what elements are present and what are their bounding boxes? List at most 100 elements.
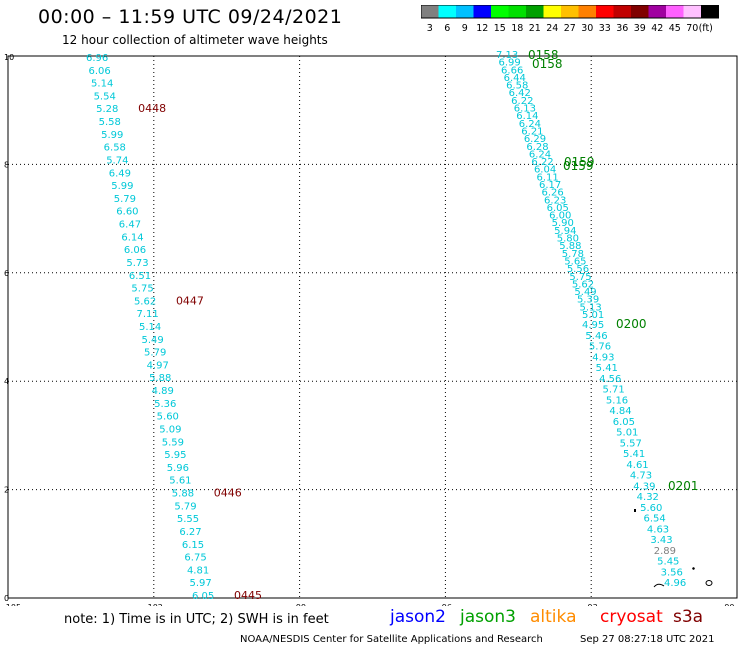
swh-value: 5.55 [177,514,199,525]
legend-label: 42 [651,23,663,34]
swh-value: 6.11 [536,172,558,183]
swh-value: 5.14 [139,322,161,333]
swh-value: 5.13 [579,302,601,313]
legend-label: 33 [599,23,611,34]
swh-value: 5.49 [574,287,596,298]
legend-swatch [526,5,544,18]
swh-value: 4.84 [609,406,631,417]
swh-value: 6.05 [192,591,214,602]
swh-value: 5.16 [606,395,628,406]
pass-time-label: 0159 [564,155,595,169]
swh-value: 6.27 [179,527,201,538]
swh-value: 4.61 [626,460,648,471]
swh-value: 5.88 [149,373,171,384]
plot-frame [7,55,738,599]
pass-time-label: 0448 [138,102,166,115]
swh-value: 5.59 [162,437,184,448]
swh-value: 5.58 [99,117,121,128]
island-outline [634,509,636,512]
swh-value: 6.06 [89,66,111,77]
swh-value: 5.79 [144,348,166,359]
timestamp-text: Sep 27 08:27:18 UTC 2021 [580,634,715,645]
swh-value: 6.14 [516,111,538,122]
legend-label: 12 [476,23,488,34]
swh-value: 6.00 [549,211,571,222]
swh-value: 5.99 [101,130,123,141]
pass-time-label: 0159 [563,159,594,173]
swh-value: 4.63 [647,524,669,535]
pass-time-label: 0445 [234,589,262,602]
swh-value: 4.39 [633,481,655,492]
legend-swatch [613,5,631,18]
legend-label: 3 [427,23,433,34]
swh-value: 6.05 [547,203,569,214]
footer-note: note: 1) Time is in UTC; 2) SWH is in fe… [64,612,329,627]
swh-value: 6.66 [501,65,523,76]
swh-value: 6.28 [526,142,548,153]
y-tick-label: 10 [4,53,14,62]
swh-value: 5.76 [589,342,611,353]
swh-value: 4.89 [152,386,174,397]
x-tick-label: -90 [721,603,734,606]
legend-swatch [561,5,579,18]
legend-label: (ft) [699,23,713,34]
legend-swatch [421,5,439,18]
swh-value: 5.94 [554,226,576,237]
legend-label: 21 [529,23,541,34]
legend-swatch [683,5,701,18]
legend-label: 70 [686,23,698,34]
page-title: 00:00 – 11:59 UTC 09/24/2021 [38,6,343,28]
x-tick-label: -105 [3,603,21,606]
y-tick-label: 8 [4,160,9,169]
swh-value: 5.65 [564,256,586,267]
swh-value: 6.21 [521,126,543,137]
legend-label: 30 [581,23,593,34]
legend-swatch [473,5,491,18]
swh-value: 4.32 [637,492,659,503]
legend-label: 6 [444,23,450,34]
swh-value: 5.78 [562,249,584,260]
swh-value: 6.49 [109,168,131,179]
legend-jason3: jason3 [460,607,516,627]
swh-value: 5.49 [142,335,164,346]
page-subtitle: 12 hour collection of altimeter wave hei… [62,33,328,47]
swh-value: 4.56 [599,374,621,385]
swh-value: 6.26 [542,188,564,199]
swh-value: 5.75 [131,284,153,295]
swh-value: 6.23 [544,195,566,206]
swh-value: 5.62 [572,279,594,290]
swh-value: 5.60 [157,412,179,423]
swh-value: 5.46 [585,331,607,342]
swh-value: 6.29 [524,134,546,145]
swh-value: 5.56 [567,264,589,275]
swh-value: 6.06 [124,245,146,256]
swh-value: 5.74 [106,155,128,166]
swh-value: 5.79 [114,194,136,205]
swh-value: 5.14 [91,79,113,90]
legend-swatch [543,5,561,18]
legend-label: 45 [669,23,681,34]
swh-value: 6.44 [504,73,526,84]
swh-value: 5.36 [154,399,176,410]
pass-time-label: 0158 [532,57,563,71]
swh-value: 6.22 [511,96,533,107]
legend-label: 15 [494,23,506,34]
legend-label: 24 [546,23,558,34]
legend-cryosat: cryosat [600,607,663,627]
swh-value: 5.73 [126,258,148,269]
legend-swatch [578,5,596,18]
legend-altika: altika [530,607,577,627]
legend-swatch [438,5,456,18]
island-outline [653,583,665,588]
swh-value: 5.88 [559,241,581,252]
x-tick-label: -93 [585,603,598,606]
swh-value: 4.73 [630,471,652,482]
legend-label: 9 [462,23,468,34]
legend-label: 27 [564,23,576,34]
swh-value: 5.75 [569,272,591,283]
swh-value: 5.90 [552,218,574,229]
pass-time-label: 0201 [668,479,699,493]
swh-value: 5.28 [96,104,118,115]
swh-value: 3.43 [650,535,672,546]
swh-value: 4.96 [664,578,686,589]
